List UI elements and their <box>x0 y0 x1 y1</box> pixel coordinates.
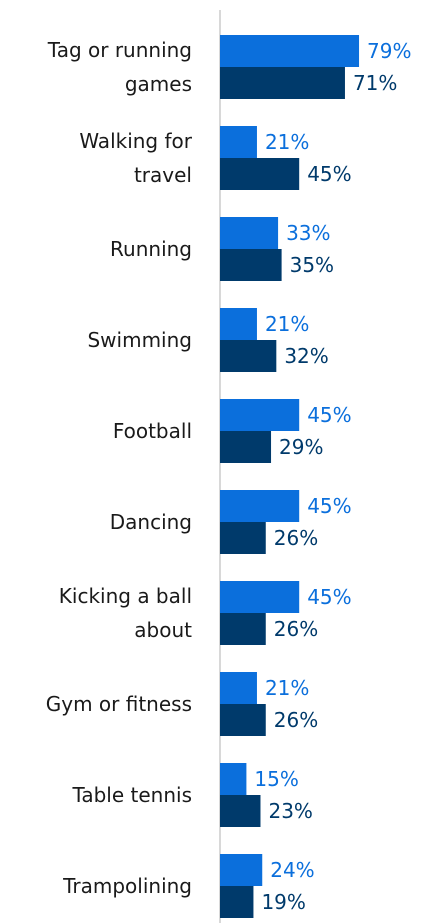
bar-s1-9 <box>220 886 254 918</box>
bars-layer <box>220 35 360 918</box>
value-label-s0-1: 21% <box>265 130 309 154</box>
bar-s1-4 <box>220 431 272 463</box>
bar-s1-6 <box>220 613 266 645</box>
bar-s0-8 <box>220 763 247 795</box>
value-label-s1-1: 45% <box>307 162 351 186</box>
bar-s0-2 <box>220 217 279 249</box>
value-label-s1-5: 26% <box>274 526 318 550</box>
value-label-s1-2: 35% <box>290 253 334 277</box>
bar-s1-5 <box>220 522 266 554</box>
bar-s0-1 <box>220 126 257 158</box>
category-label-2-line-0: Running <box>110 237 192 261</box>
value-label-s0-2: 33% <box>286 221 330 245</box>
bar-s1-3 <box>220 340 277 372</box>
category-label-3-line-0: Swimming <box>87 328 192 352</box>
value-label-s1-6: 26% <box>274 617 318 641</box>
category-label-6-line-0: Kicking a ball <box>59 584 192 608</box>
bar-s0-9 <box>220 854 263 886</box>
bar-s1-1 <box>220 158 300 190</box>
category-label-1-line-0: Walking for <box>79 129 192 153</box>
value-label-s1-7: 26% <box>274 708 318 732</box>
value-label-s0-8: 15% <box>254 767 298 791</box>
value-label-s0-6: 45% <box>307 585 351 609</box>
value-label-s0-9: 24% <box>270 858 314 882</box>
value-label-s1-9: 19% <box>261 890 305 914</box>
bar-s1-7 <box>220 704 266 736</box>
category-labels: Tag or running games Walking for travel Runn… <box>46 38 193 898</box>
category-label-7-line-0: Gym or fitness <box>46 692 192 716</box>
bar-s0-4 <box>220 399 300 431</box>
value-label-s0-4: 45% <box>307 403 351 427</box>
value-label-s0-5: 45% <box>307 494 351 518</box>
value-label-s1-0: 71% <box>353 71 397 95</box>
bar-s0-5 <box>220 490 300 522</box>
value-label-s1-3: 32% <box>284 344 328 368</box>
value-labels: 79% 71% 21% 45% 33% 35% 21% 32% 45% 29% 45% 26% 45% 2… <box>254 39 411 914</box>
category-label-4-line-0: Football <box>113 419 192 443</box>
category-label-8-line-0: Table tennis <box>71 783 192 807</box>
bar-s0-6 <box>220 581 300 613</box>
bar-s0-3 <box>220 308 257 340</box>
category-label-0-line-1: games <box>125 72 192 96</box>
bar-s1-0 <box>220 67 345 99</box>
value-label-s1-4: 29% <box>279 435 323 459</box>
category-label-6-line-1: about <box>134 618 192 642</box>
category-label-0-line-0: Tag or running <box>47 38 192 62</box>
category-label-5-line-0: Dancing <box>110 510 192 534</box>
value-label-s0-7: 21% <box>265 676 309 700</box>
bar-s1-8 <box>220 795 261 827</box>
category-label-1-line-1: travel <box>134 163 192 187</box>
bar-s1-2 <box>220 249 282 281</box>
value-label-s1-8: 23% <box>268 799 312 823</box>
value-label-s0-0: 79% <box>367 39 411 63</box>
bar-s0-7 <box>220 672 257 704</box>
bar-s0-0 <box>220 35 360 67</box>
value-label-s0-3: 21% <box>265 312 309 336</box>
category-label-9-line-0: Trampolining <box>62 874 192 898</box>
